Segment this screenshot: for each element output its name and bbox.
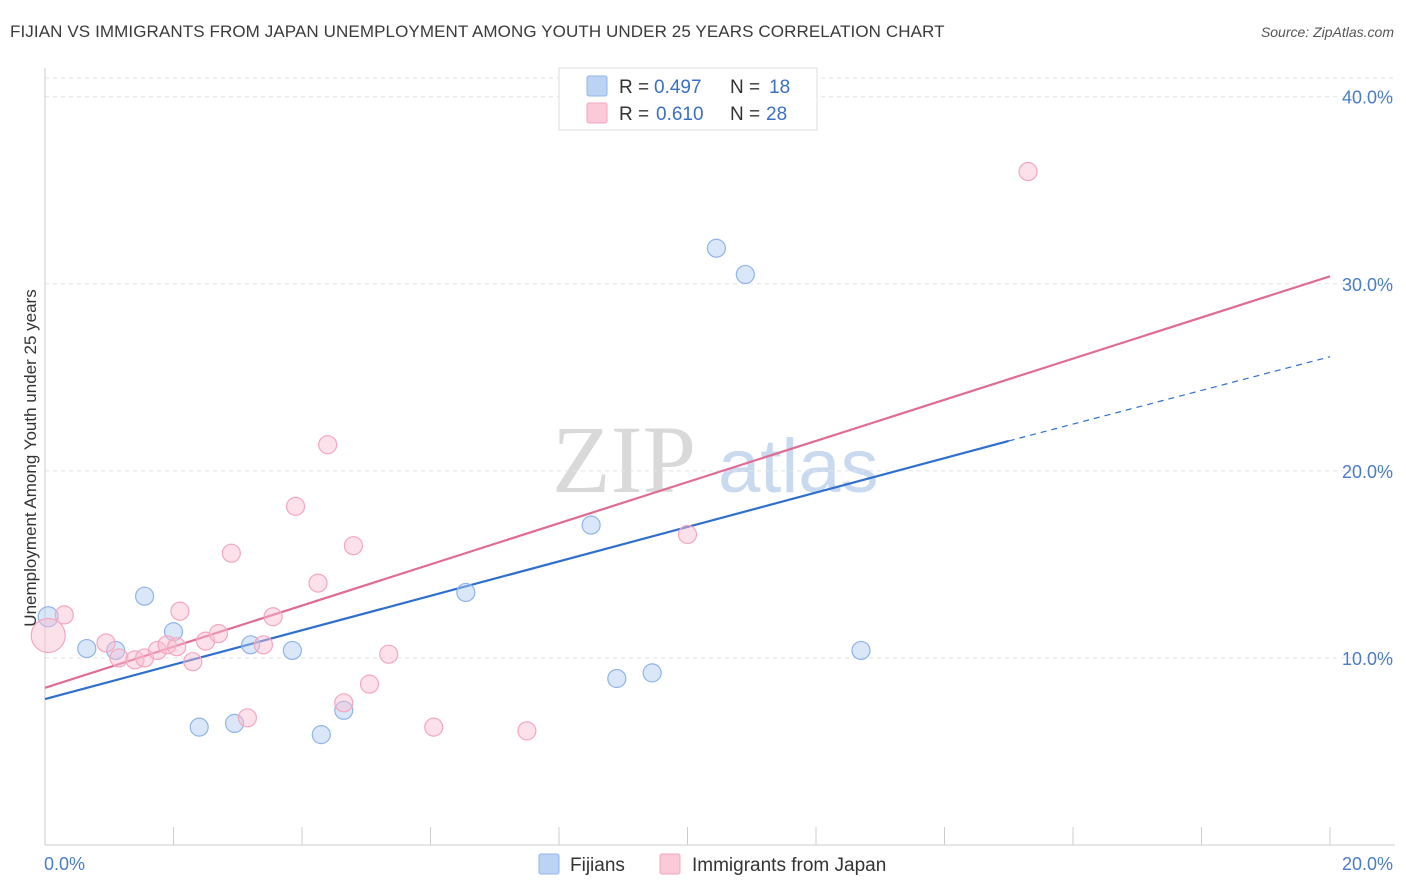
japan-point-7: [157, 635, 177, 655]
legend-r-value-fijians: 0.497: [654, 77, 702, 98]
y-tick-labels: 10.0% 20.0% 30.0% 40.0%: [1342, 88, 1393, 669]
fijians-point-16: [735, 264, 755, 285]
legend-swatch-japan: [586, 102, 608, 124]
japan-point-10: [183, 652, 203, 672]
japan-point-22: [359, 674, 380, 694]
watermark-zip: ZIP: [552, 406, 696, 513]
y-tick-label-10: 10.0%: [1342, 649, 1393, 669]
trend-line-fijians: [44, 439, 1010, 701]
y-tick-label-30: 30.0%: [1342, 275, 1393, 295]
japan-point-24: [424, 717, 444, 737]
trend-line-fijians-extension: [1008, 356, 1331, 442]
japan-point-23: [379, 644, 399, 664]
x-tick-label-max: 20.0%: [1342, 854, 1393, 874]
fijians-point-14: [642, 663, 662, 683]
stats-legend: R = 0.497 N = 18 R = 0.610 N = 28: [558, 67, 818, 131]
japan-point-12: [208, 624, 229, 644]
fijians-point-12: [581, 515, 601, 535]
trend-lines: [44, 275, 1331, 701]
bottom-legend-label-japan: Immigrants from Japan: [692, 855, 886, 876]
japan-point-1: [54, 605, 74, 625]
series-legend: Fijians Immigrants from Japan: [538, 853, 886, 876]
x-tick-label-min: 0.0%: [44, 854, 85, 874]
fijians-point-10: [334, 700, 354, 720]
japan-point-8: [167, 637, 187, 657]
japan-point-13: [221, 543, 241, 563]
fijians-point-0: [37, 606, 59, 628]
japan-point-9: [170, 601, 190, 621]
japan-point-0: [30, 617, 66, 654]
legend-r-label-japan: R =: [619, 104, 649, 125]
fijians-point-15: [706, 238, 727, 258]
legend-n-label-japan: N =: [730, 104, 760, 125]
fijians-point-5: [189, 717, 209, 737]
y-tick-label-20: 20.0%: [1342, 462, 1393, 482]
japan-point-15: [253, 635, 274, 655]
japan-point-20: [334, 693, 354, 713]
japan-point-2: [96, 633, 116, 653]
japan-point-14: [237, 708, 257, 728]
japan-point-17: [285, 496, 306, 516]
japan-point-19: [318, 435, 338, 455]
gridlines: [45, 77, 1395, 659]
japan-point-3: [109, 648, 129, 668]
japan-point-25: [517, 721, 537, 741]
fijians-point-1: [77, 638, 97, 659]
fijians-point-8: [282, 640, 302, 661]
chart-title: FIJIAN VS IMMIGRANTS FROM JAPAN UNEMPLOY…: [10, 22, 945, 41]
bottom-legend-swatch-japan: [659, 853, 681, 875]
japan-point-26: [677, 524, 698, 545]
fijians-point-17: [851, 640, 871, 661]
japan-point-16: [263, 607, 283, 627]
legend-r-label-fijians: R =: [619, 77, 649, 98]
axes: [44, 68, 1395, 846]
legend-r-value-japan: 0.610: [656, 104, 704, 125]
x-ticks: [173, 827, 1331, 845]
watermark-atlas: atlas: [718, 424, 879, 509]
fijians-point-3: [134, 586, 155, 606]
y-tick-label-40: 40.0%: [1342, 88, 1393, 108]
watermark: ZIP atlas: [552, 406, 879, 513]
japan-point-21: [343, 536, 363, 556]
y-axis-label: Unemployment Among Youth under 25 years: [21, 289, 40, 626]
chart-source: Source: ZipAtlas.com: [1260, 24, 1394, 40]
japan-point-18: [308, 573, 328, 593]
japan-point-4: [125, 650, 145, 670]
fijians-point-11: [456, 582, 476, 603]
legend-swatch-fijians: [586, 75, 608, 97]
data-points: [30, 161, 1038, 745]
legend-n-value-japan: 28: [766, 104, 787, 125]
bottom-legend-label-fijians: Fijians: [570, 855, 625, 876]
japan-point-6: [147, 640, 168, 661]
bottom-legend-swatch-fijians: [538, 853, 560, 875]
fijians-point-9: [311, 725, 331, 745]
trend-line-japan: [44, 275, 1331, 689]
fijians-point-13: [607, 668, 627, 689]
legend-n-value-fijians: 18: [769, 77, 790, 98]
legend-n-label-fijians: N =: [730, 77, 760, 98]
japan-point-27: [1018, 161, 1038, 182]
